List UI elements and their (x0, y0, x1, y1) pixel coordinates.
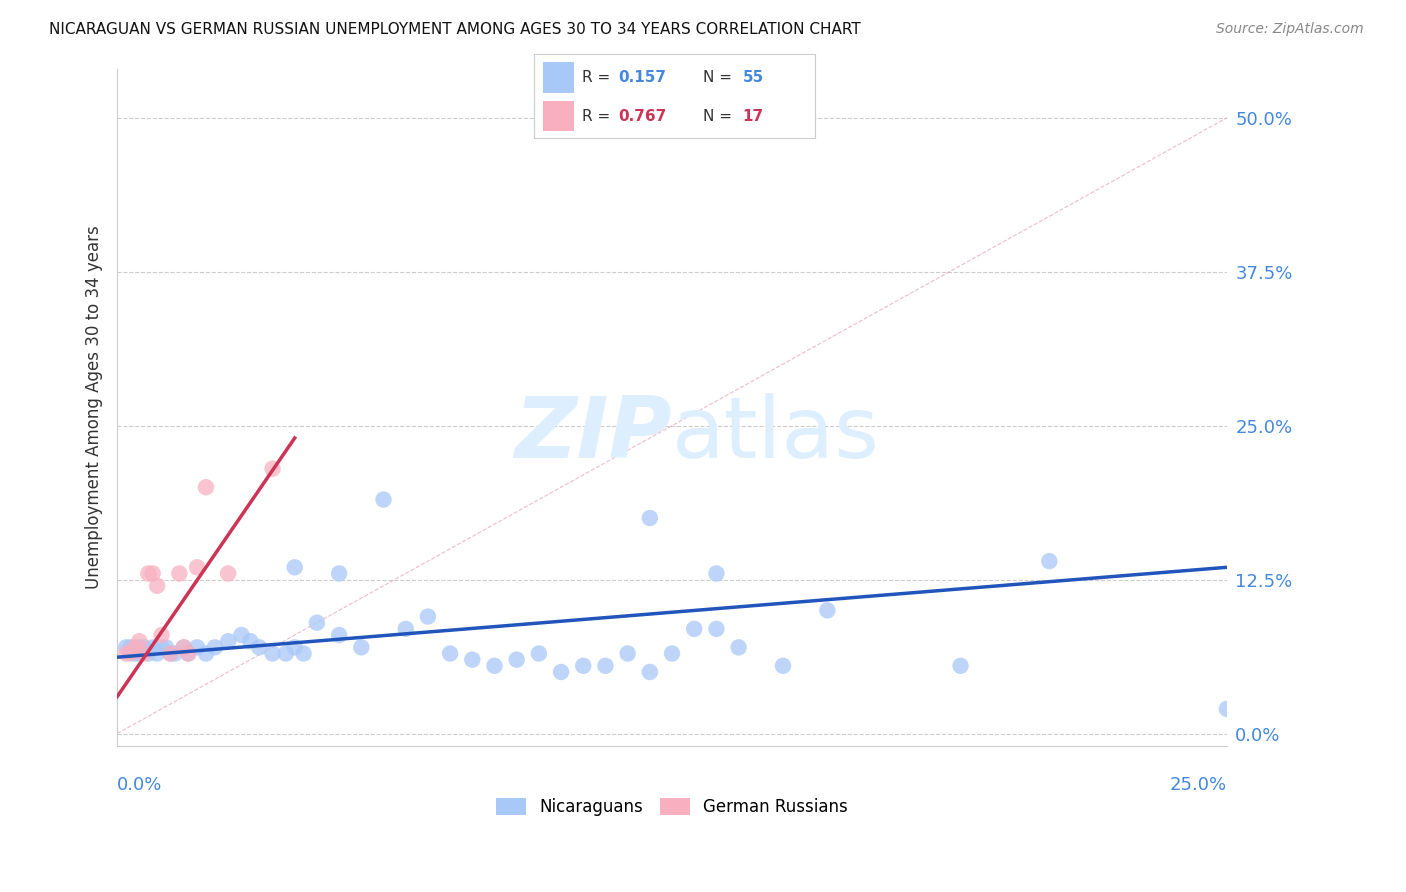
Point (169, 566, 191, 581)
Point (373, 492, 395, 507)
Point (155, 640, 177, 655)
Point (527, 647, 550, 661)
Point (128, 647, 150, 661)
Point (204, 640, 226, 655)
Point (1038, 554, 1060, 568)
Point (124, 640, 146, 655)
Point (194, 480, 217, 494)
Text: atlas: atlas (672, 392, 880, 475)
Point (350, 640, 373, 655)
Point (146, 579, 169, 593)
Text: 25.0%: 25.0% (1170, 776, 1227, 795)
Point (142, 640, 165, 655)
Text: 0.767: 0.767 (619, 109, 666, 124)
Point (616, 647, 638, 661)
Point (115, 647, 138, 661)
Point (132, 640, 155, 655)
Point (231, 628, 253, 642)
Text: Source: ZipAtlas.com: Source: ZipAtlas.com (1216, 22, 1364, 37)
Point (706, 622, 728, 636)
Text: NICARAGUAN VS GERMAN RUSSIAN UNEMPLOYMENT AMONG AGES 30 TO 34 YEARS CORRELATION : NICARAGUAN VS GERMAN RUSSIAN UNEMPLOYMEN… (49, 22, 860, 37)
Point (146, 647, 169, 661)
Point (177, 647, 200, 661)
FancyBboxPatch shape (543, 101, 574, 131)
Point (136, 566, 159, 581)
Point (120, 647, 142, 661)
Text: R =: R = (582, 70, 616, 85)
Text: 17: 17 (742, 109, 763, 124)
Point (505, 653, 527, 667)
Point (115, 640, 138, 655)
Text: N =: N = (703, 109, 737, 124)
Point (772, 658, 794, 673)
FancyBboxPatch shape (543, 62, 574, 93)
Point (120, 640, 142, 655)
Point (262, 647, 284, 661)
Point (484, 658, 506, 673)
Point (217, 634, 239, 648)
Point (461, 653, 484, 667)
Point (572, 658, 595, 673)
Point (142, 566, 165, 581)
Point (706, 566, 728, 581)
Point (128, 634, 150, 648)
Point (159, 647, 181, 661)
Point (328, 628, 350, 642)
Point (328, 566, 350, 581)
Y-axis label: Unemployment Among Ages 30 to 34 years: Unemployment Among Ages 30 to 34 years (86, 226, 103, 589)
Point (638, 511, 661, 525)
Point (949, 658, 972, 673)
Point (661, 647, 683, 661)
Point (1216, 702, 1239, 716)
Point (186, 640, 208, 655)
Point (292, 647, 315, 661)
Point (274, 647, 297, 661)
Point (550, 665, 572, 679)
Text: 0.0%: 0.0% (117, 776, 163, 795)
Point (132, 647, 155, 661)
Point (163, 647, 186, 661)
Point (284, 640, 307, 655)
Point (124, 647, 146, 661)
Point (194, 647, 217, 661)
Text: R =: R = (582, 109, 616, 124)
Point (305, 615, 328, 630)
Point (173, 640, 195, 655)
Point (247, 640, 270, 655)
Point (159, 647, 181, 661)
Point (177, 647, 200, 661)
Point (262, 462, 284, 476)
Point (638, 665, 661, 679)
Text: N =: N = (703, 70, 737, 85)
Point (815, 603, 838, 617)
Point (439, 647, 461, 661)
Point (395, 622, 418, 636)
Point (128, 640, 150, 655)
Point (284, 560, 307, 574)
Text: 55: 55 (742, 70, 763, 85)
Point (239, 634, 262, 648)
Point (173, 640, 195, 655)
Point (683, 622, 706, 636)
Text: 0.157: 0.157 (619, 70, 666, 85)
Point (416, 609, 439, 624)
Point (186, 560, 208, 574)
Point (150, 640, 173, 655)
Point (150, 628, 173, 642)
Point (136, 647, 159, 661)
Text: ZIP: ZIP (515, 392, 672, 475)
Legend: Nicaraguans, German Russians: Nicaraguans, German Russians (489, 791, 855, 823)
Point (727, 640, 749, 655)
Point (217, 566, 239, 581)
Point (595, 658, 617, 673)
